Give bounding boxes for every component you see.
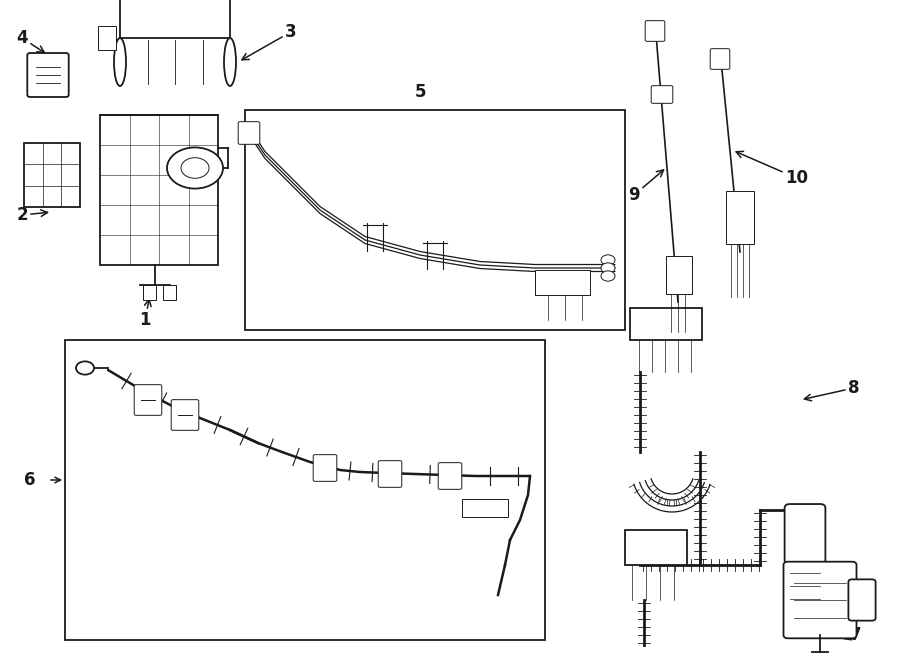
Bar: [65, 340, 545, 640]
Text: 10: 10: [736, 151, 808, 187]
FancyBboxPatch shape: [238, 122, 260, 144]
Bar: [535, 270, 590, 295]
FancyBboxPatch shape: [171, 400, 199, 430]
Text: 5: 5: [414, 83, 426, 101]
FancyBboxPatch shape: [645, 20, 665, 42]
Text: 8: 8: [805, 379, 860, 401]
Circle shape: [601, 255, 615, 265]
Bar: [98, 26, 116, 50]
Circle shape: [601, 263, 615, 273]
FancyBboxPatch shape: [785, 504, 825, 564]
Text: 1: 1: [140, 299, 151, 329]
FancyBboxPatch shape: [313, 455, 337, 481]
Text: 2: 2: [16, 206, 48, 224]
FancyBboxPatch shape: [134, 385, 162, 415]
Bar: [163, 285, 176, 300]
FancyBboxPatch shape: [438, 463, 462, 489]
Bar: [625, 530, 687, 565]
Text: 4: 4: [16, 29, 44, 52]
Bar: [462, 499, 508, 517]
Circle shape: [76, 362, 94, 375]
Circle shape: [181, 158, 209, 178]
FancyBboxPatch shape: [27, 53, 68, 97]
Text: 7: 7: [844, 626, 861, 644]
Text: 6: 6: [24, 471, 36, 489]
Ellipse shape: [224, 38, 236, 86]
Bar: [143, 285, 156, 300]
Bar: [630, 308, 702, 340]
Bar: [245, 110, 625, 330]
Bar: [120, 0, 230, 38]
FancyBboxPatch shape: [784, 562, 857, 639]
Text: 3: 3: [242, 23, 297, 59]
Bar: [726, 191, 754, 244]
FancyBboxPatch shape: [849, 579, 876, 621]
Bar: [100, 115, 218, 265]
FancyBboxPatch shape: [378, 461, 401, 487]
FancyBboxPatch shape: [710, 49, 730, 69]
Text: 9: 9: [628, 170, 663, 204]
Bar: [24, 143, 80, 207]
Ellipse shape: [114, 38, 126, 86]
FancyBboxPatch shape: [652, 86, 673, 103]
Circle shape: [601, 271, 615, 281]
Circle shape: [167, 147, 223, 188]
Bar: [666, 256, 692, 294]
